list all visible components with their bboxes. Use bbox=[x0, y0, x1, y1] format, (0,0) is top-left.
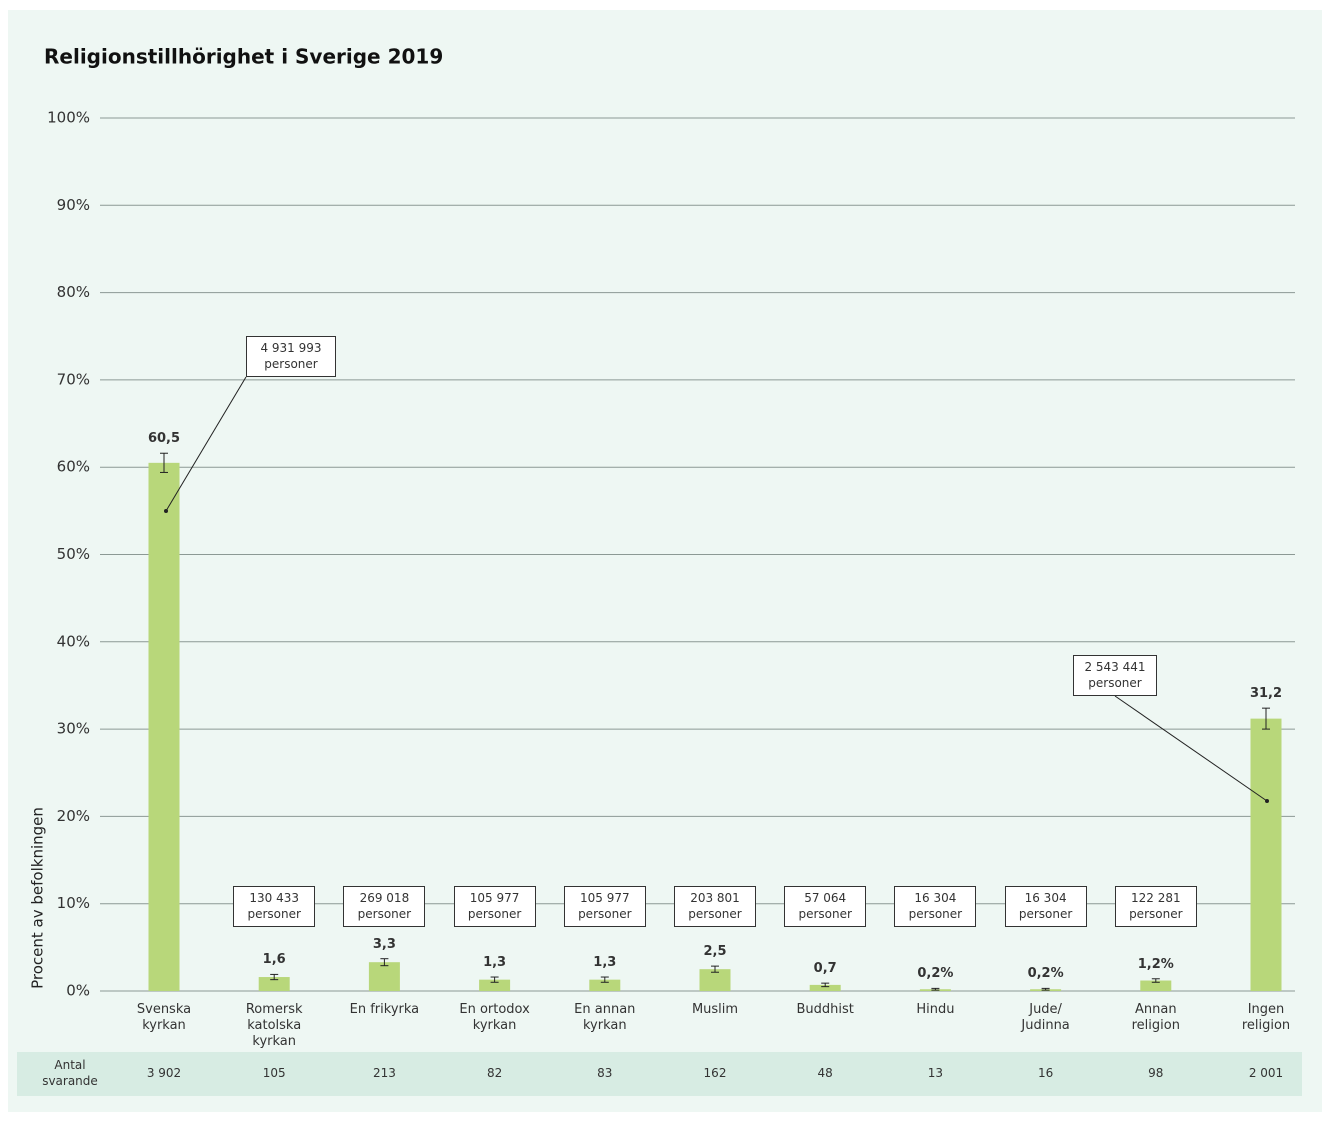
count: 82 bbox=[486, 1066, 503, 1080]
count: 13 bbox=[927, 1066, 944, 1080]
bar bbox=[479, 979, 511, 991]
value-label: 3,3 bbox=[372, 936, 396, 952]
bar bbox=[368, 962, 400, 991]
chart-title: Religionstillhörighet i Sverige 2019 bbox=[44, 45, 443, 69]
count: 213 bbox=[372, 1066, 396, 1080]
y-tick-label: 40% bbox=[57, 632, 90, 650]
value-label: 0,2% bbox=[917, 966, 954, 982]
count: 2 001 bbox=[1248, 1066, 1284, 1080]
y-tick-label: 30% bbox=[57, 720, 90, 738]
count: 83 bbox=[597, 1066, 613, 1080]
count: 16 bbox=[1037, 1066, 1054, 1080]
bar bbox=[809, 984, 841, 991]
value-label: 1,3 bbox=[593, 955, 617, 971]
value-label: 2,5 bbox=[703, 944, 727, 960]
count: 48 bbox=[817, 1066, 833, 1080]
count: 98 bbox=[1148, 1066, 1164, 1080]
x-tick-label: En frikyrka bbox=[349, 1002, 420, 1017]
population-label: 57 064 personer bbox=[784, 886, 867, 927]
leader-line bbox=[1114, 695, 1268, 802]
value-label: 31,2 bbox=[1249, 686, 1283, 702]
population-label: 122 281 personer bbox=[1114, 886, 1197, 927]
population-label: 105 977 personer bbox=[563, 886, 646, 927]
x-tick-label: Hindu bbox=[916, 1002, 955, 1017]
y-tick-label: 60% bbox=[57, 458, 90, 476]
value-label: 0,2% bbox=[1027, 966, 1064, 982]
x-tick-label: En ortodox kyrkan bbox=[459, 1002, 530, 1033]
x-tick-label: Jude/ Judinna bbox=[1021, 1002, 1070, 1033]
population-label: 269 018 personer bbox=[343, 886, 426, 927]
value-label: 60,5 bbox=[147, 431, 181, 447]
y-tick-label: 0% bbox=[66, 982, 90, 1000]
y-tick-label: 10% bbox=[57, 894, 90, 912]
count: 105 bbox=[262, 1066, 286, 1080]
bar bbox=[258, 977, 290, 991]
x-tick-label: Svenska kyrkan bbox=[136, 1002, 192, 1033]
y-tick-label: 80% bbox=[57, 283, 90, 301]
y-tick-label: 70% bbox=[57, 370, 90, 388]
x-tick-label: Muslim bbox=[691, 1002, 739, 1017]
count: 3 902 bbox=[146, 1066, 182, 1080]
x-tick-label: Romersk katolska kyrkan bbox=[245, 1002, 303, 1049]
population-label: 2 543 441 personer bbox=[1073, 655, 1157, 696]
value-label: 0,7 bbox=[813, 961, 837, 977]
bar bbox=[699, 969, 731, 991]
population-label: 4 931 993 personer bbox=[246, 336, 336, 377]
population-label: 16 304 personer bbox=[894, 886, 977, 927]
x-tick-label: Buddhist bbox=[796, 1002, 854, 1017]
y-tick-label: 100% bbox=[47, 109, 90, 127]
population-label: 105 977 personer bbox=[453, 886, 536, 927]
population-label: 203 801 personer bbox=[674, 886, 756, 927]
leader-dot bbox=[1265, 799, 1269, 803]
panel bbox=[8, 10, 1322, 1112]
count-header: Antal svarande bbox=[42, 1058, 98, 1088]
population-label: 16 304 personer bbox=[1004, 886, 1087, 927]
bar bbox=[148, 462, 180, 992]
count: 162 bbox=[703, 1066, 727, 1080]
bar bbox=[1140, 980, 1172, 991]
y-tick-label: 50% bbox=[57, 545, 90, 563]
value-label: 1,2% bbox=[1137, 956, 1174, 972]
leader-line bbox=[165, 376, 247, 512]
population-label: 130 433 personer bbox=[233, 886, 316, 927]
y-axis-label: Procent av befolkningen bbox=[29, 807, 47, 989]
x-tick-label: En annan kyrkan bbox=[574, 1002, 636, 1033]
leader-dot bbox=[164, 509, 168, 513]
bar bbox=[589, 979, 621, 991]
value-label: 1,3 bbox=[483, 955, 507, 971]
x-tick-label: Ingen religion bbox=[1241, 1002, 1291, 1033]
x-tick-label: Annan religion bbox=[1131, 1002, 1180, 1033]
count-row bbox=[17, 1052, 1302, 1096]
y-tick-label: 20% bbox=[57, 807, 90, 825]
value-label: 1,6 bbox=[262, 952, 286, 968]
y-tick-label: 90% bbox=[57, 196, 90, 214]
bar bbox=[1250, 718, 1282, 991]
